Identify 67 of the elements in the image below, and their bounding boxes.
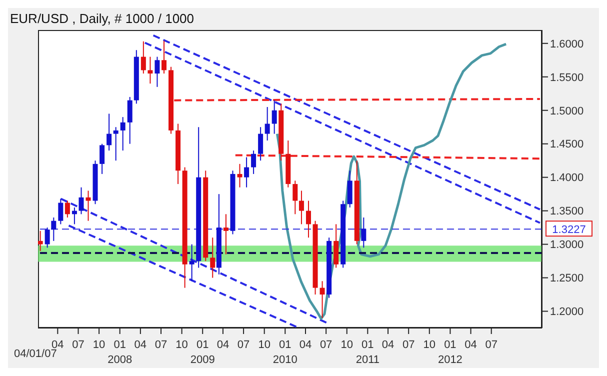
x-tick-label: 01 2010 — [272, 339, 298, 366]
x-tick-label: 07 — [402, 339, 415, 351]
candlestick — [154, 56, 160, 88]
ref-line-label: 1.3227 — [552, 224, 586, 236]
x-tick-label: 07 — [72, 339, 84, 351]
candlestick — [148, 56, 153, 84]
x-tick-label: 01 2008 — [108, 339, 132, 366]
y-tick-label: 1.4000 — [550, 172, 584, 184]
candlestick — [251, 150, 256, 174]
candlestick — [244, 156, 250, 188]
y-tick-label: 1.5500 — [550, 72, 584, 84]
y-tick-label: 1.2000 — [550, 306, 584, 318]
candlestick — [210, 237, 216, 278]
candlestick — [140, 40, 146, 74]
y-tick-label: 1.3000 — [550, 239, 584, 252]
candlestick — [127, 96, 132, 144]
y-tick-label: 1.4500 — [550, 138, 584, 151]
candlestick — [44, 227, 50, 248]
candlestick — [237, 163, 242, 188]
x-tick-label: 01 2011 — [356, 339, 380, 366]
x-tick-label: 10 — [92, 339, 106, 351]
candlestick — [113, 126, 118, 162]
candlestick — [64, 200, 70, 218]
candlestick — [72, 206, 77, 225]
x-tick-label: 10 — [340, 339, 353, 351]
candlestick — [258, 126, 264, 162]
x-tick-label: 07 — [154, 339, 168, 351]
text: 04/01/07 — [14, 348, 57, 360]
x-tick-label: 01 2012 — [438, 339, 462, 366]
y-tick-label: 1.3500 — [550, 206, 584, 218]
x-tick-label: 07 — [485, 339, 498, 351]
candlestick — [320, 280, 325, 318]
candlestick — [298, 190, 304, 225]
x-tick-label: 10 — [258, 339, 270, 351]
candlestick — [58, 198, 64, 225]
candlestick — [51, 217, 56, 242]
y-tick-label: 1.5000 — [550, 105, 584, 118]
x-tick-label: 04 — [464, 339, 477, 351]
candlestick — [347, 170, 352, 208]
x-tick-label: 10 — [176, 339, 188, 351]
candlestick — [38, 230, 43, 252]
x-tick-label: 04 — [52, 339, 64, 351]
candlestick — [162, 40, 167, 74]
candlestick — [292, 180, 298, 215]
x-tick-label: 01 2009 — [190, 339, 215, 366]
candlestick — [334, 224, 339, 268]
y-tick-label: 1.6000 — [550, 38, 584, 50]
x-tick-label: 04 — [382, 339, 394, 351]
x-tick-label: 04 — [299, 339, 312, 351]
x-tick-label: 10 — [423, 339, 436, 351]
candlestick — [120, 116, 126, 152]
y-tick-label: 1.2500 — [550, 272, 584, 285]
candlestick — [106, 113, 112, 152]
x-tick-label: 07 — [237, 339, 250, 351]
candlestick — [86, 190, 91, 222]
chart-title: EUR/USD , Daily, # 1000 / 1000 — [10, 11, 194, 26]
x-tick-label: 04 — [216, 339, 230, 351]
candlestick — [100, 143, 105, 174]
candlestick — [223, 214, 228, 255]
x-tick-label: 07 — [320, 339, 332, 351]
candlestick — [264, 106, 270, 141]
candlestick — [361, 217, 366, 248]
candlestick — [78, 186, 84, 215]
candlestick — [272, 100, 277, 134]
x-tick-label: 04 — [134, 339, 147, 351]
candlestick — [189, 244, 194, 282]
candlestick — [306, 200, 311, 238]
